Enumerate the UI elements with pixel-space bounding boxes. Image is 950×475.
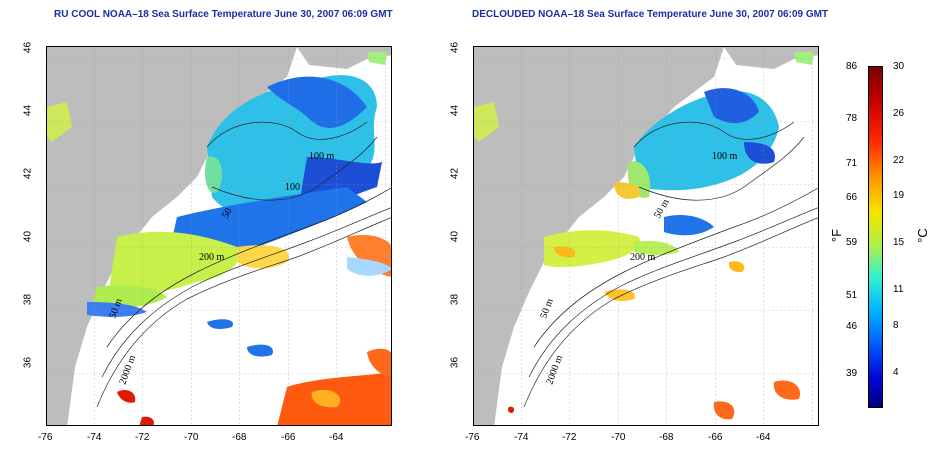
lon-tick: -68: [659, 432, 674, 443]
celsius-tick: 30: [893, 61, 905, 72]
lat-tick: 36: [449, 356, 461, 369]
celsius-unit-label: °C: [914, 228, 930, 243]
sst-map-raw: 100 m 100 50 200 m 2000 m 50 m: [46, 46, 392, 426]
lat-tick: 40: [22, 230, 34, 243]
fahrenheit-tick: 78: [846, 113, 858, 124]
lon-tick: -72: [562, 432, 577, 443]
lat-tick: 46: [449, 41, 461, 54]
panel-title-raw: RU COOL NOAA–18 Sea Surface Temperature …: [54, 9, 393, 20]
lon-tick: -64: [756, 432, 771, 443]
celsius-tick: 11: [893, 284, 904, 295]
contour-label: 100: [285, 182, 300, 193]
lon-tick: -70: [611, 432, 626, 443]
sst-map-declouded: 100 m 50 m 200 m 2000 m 50 m: [473, 46, 819, 426]
contour-label: 100 m: [309, 151, 335, 162]
contour-label: 200 m: [199, 252, 225, 263]
fahrenheit-tick: 39: [846, 368, 858, 379]
temperature-colorbar: [868, 66, 883, 408]
contour-label: 200 m: [630, 252, 656, 263]
lon-tick: -76: [38, 432, 53, 443]
lat-tick: 42: [22, 167, 34, 180]
lon-tick: -68: [232, 432, 247, 443]
lat-tick: 44: [449, 104, 461, 117]
lat-tick: 38: [22, 293, 34, 306]
fahrenheit-tick: 46: [846, 321, 858, 332]
fahrenheit-unit-label: °F: [829, 228, 845, 243]
fahrenheit-tick: 59: [846, 237, 858, 248]
lon-tick: -70: [184, 432, 199, 443]
fahrenheit-tick: 51: [846, 290, 858, 301]
lon-tick: -66: [708, 432, 723, 443]
lon-tick: -72: [135, 432, 150, 443]
lat-tick: 40: [449, 230, 461, 243]
lon-tick: -76: [465, 432, 480, 443]
lat-tick: 42: [449, 167, 461, 180]
sst-map-declouded-image: 100 m 50 m 200 m 2000 m 50 m: [474, 47, 818, 425]
fahrenheit-tick: 86: [846, 61, 858, 72]
lat-tick: 46: [22, 41, 34, 54]
celsius-tick: 26: [893, 108, 905, 119]
panel-title-declouded: DECLOUDED NOAA–18 Sea Surface Temperatur…: [472, 9, 829, 20]
fahrenheit-tick: 66: [846, 192, 858, 203]
lon-tick: -64: [329, 432, 344, 443]
lat-tick: 44: [22, 104, 34, 117]
fahrenheit-tick: 71: [846, 158, 858, 169]
celsius-tick: 4: [893, 367, 899, 378]
celsius-tick: 8: [893, 320, 899, 331]
sst-map-raw-image: 100 m 100 50 200 m 2000 m 50 m: [47, 47, 391, 425]
lon-tick: -74: [514, 432, 529, 443]
celsius-tick: 22: [893, 155, 905, 166]
lat-tick: 38: [449, 293, 461, 306]
celsius-tick: 19: [893, 190, 905, 201]
lat-tick: 36: [22, 356, 34, 369]
contour-label: 50: [220, 206, 235, 220]
lon-tick: -74: [87, 432, 102, 443]
contour-label: 100 m: [712, 151, 738, 162]
lon-tick: -66: [281, 432, 296, 443]
celsius-tick: 15: [893, 237, 905, 248]
